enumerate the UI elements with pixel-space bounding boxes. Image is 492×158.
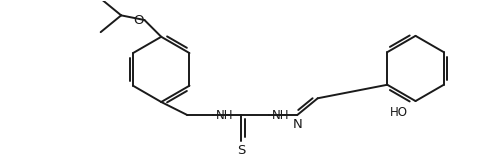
- Text: NH: NH: [216, 109, 234, 122]
- Text: S: S: [237, 144, 246, 157]
- Text: N: N: [292, 118, 302, 131]
- Text: HO: HO: [390, 106, 408, 119]
- Text: NH: NH: [272, 109, 290, 122]
- Text: O: O: [134, 14, 144, 27]
